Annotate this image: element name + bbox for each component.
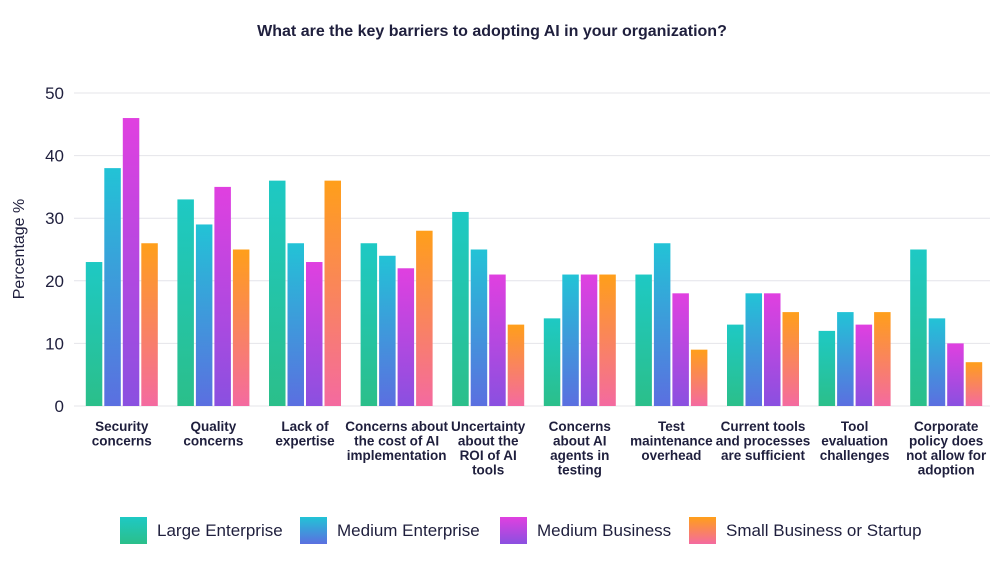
legend-label: Small Business or Startup	[726, 521, 922, 540]
bar-medium-enterprise-2	[287, 243, 304, 406]
y-tick-label: 30	[45, 209, 64, 228]
bar-small-business-or-startup-8	[874, 312, 891, 406]
bar-medium-enterprise-6	[653, 243, 671, 406]
bar-large-enterprise-2	[269, 180, 286, 406]
bar-medium-enterprise-5	[562, 274, 579, 406]
legend-swatch	[689, 517, 716, 544]
bar-small-business-or-startup-7	[782, 312, 799, 406]
y-tick-label: 0	[55, 397, 64, 416]
bar-medium-enterprise-0	[104, 168, 121, 406]
bar-medium-business-7	[764, 293, 781, 406]
bar-small-business-or-startup-2	[324, 180, 341, 406]
bar-large-enterprise-0	[85, 262, 103, 406]
bar-small-business-or-startup-5	[599, 274, 616, 406]
bar-medium-business-2	[306, 262, 323, 406]
y-axis-ticks: 0 10 20 30 40 50	[45, 84, 64, 416]
bar-small-business-or-startup-4	[507, 324, 525, 406]
bar-medium-business-9	[947, 343, 964, 406]
bar-medium-enterprise-9	[928, 318, 946, 406]
bar-large-enterprise-7	[727, 324, 744, 406]
bars	[85, 118, 983, 406]
bar-large-enterprise-5	[543, 318, 561, 406]
y-tick-label: 20	[45, 272, 64, 291]
bar-medium-business-0	[122, 118, 140, 406]
bar-medium-business-6	[672, 293, 689, 406]
bar-small-business-or-startup-0	[141, 243, 158, 406]
chart-title: What are the key barriers to adopting AI…	[257, 23, 727, 40]
legend-item: Medium Enterprise	[300, 517, 480, 544]
legend-label: Large Enterprise	[157, 521, 283, 540]
legend-swatch	[120, 517, 147, 544]
bar-medium-enterprise-8	[837, 312, 854, 406]
legend-item: Small Business or Startup	[689, 517, 922, 544]
legend-label: Medium Business	[537, 521, 671, 540]
bar-medium-enterprise-3	[379, 255, 396, 406]
x-tick-label: Test maintenance overhead	[630, 419, 713, 463]
bar-medium-business-1	[214, 186, 231, 406]
x-tick-label: Lack of expertise	[275, 419, 335, 449]
legend: Large Enterprise Medium Enterprise Medium …	[120, 517, 922, 544]
x-tick-label: Tool evaluation challenges	[820, 419, 890, 463]
bar-small-business-or-startup-9	[965, 362, 983, 406]
legend-label: Medium Enterprise	[337, 521, 480, 540]
legend-swatch	[500, 517, 527, 544]
bar-large-enterprise-4	[452, 211, 469, 406]
bar-medium-business-5	[580, 274, 598, 406]
x-axis-ticks: Security concerns Quality concerns Lack of ex…	[92, 419, 987, 478]
bar-large-enterprise-6	[635, 274, 652, 406]
y-axis-label: Percentage %	[11, 199, 28, 300]
bar-small-business-or-startup-3	[416, 230, 433, 406]
bar-large-enterprise-3	[360, 243, 378, 406]
bar-medium-enterprise-7	[745, 293, 762, 406]
y-tick-label: 40	[45, 147, 64, 166]
bar-medium-business-8	[855, 324, 873, 406]
bar-medium-business-3	[397, 268, 415, 406]
x-tick-label: Quality concerns	[183, 419, 243, 449]
legend-swatch	[300, 517, 327, 544]
x-tick-label: Corporate policy does not allow for adoptio…	[906, 419, 987, 478]
x-tick-label: Current tools and processes are sufficient	[716, 419, 811, 463]
bar-large-enterprise-1	[177, 199, 194, 406]
x-tick-label: Uncertainty about the ROI of AI tools	[451, 419, 526, 478]
y-tick-label: 10	[45, 334, 64, 353]
bar-small-business-or-startup-1	[232, 249, 250, 406]
bar-medium-business-4	[489, 274, 506, 406]
bar-large-enterprise-8	[818, 330, 836, 406]
y-tick-label: 50	[45, 84, 64, 103]
bar-medium-enterprise-1	[195, 224, 213, 406]
x-tick-label: Concerns about the cost of AI implementati…	[345, 419, 448, 463]
bar-small-business-or-startup-6	[690, 349, 708, 406]
x-tick-label: Concerns about AI agents in testing	[549, 419, 611, 478]
bar-large-enterprise-9	[910, 249, 927, 406]
legend-item: Medium Business	[500, 517, 671, 544]
legend-item: Large Enterprise	[120, 517, 283, 544]
bar-medium-enterprise-4	[470, 249, 488, 406]
x-tick-label: Security concerns	[92, 419, 152, 449]
